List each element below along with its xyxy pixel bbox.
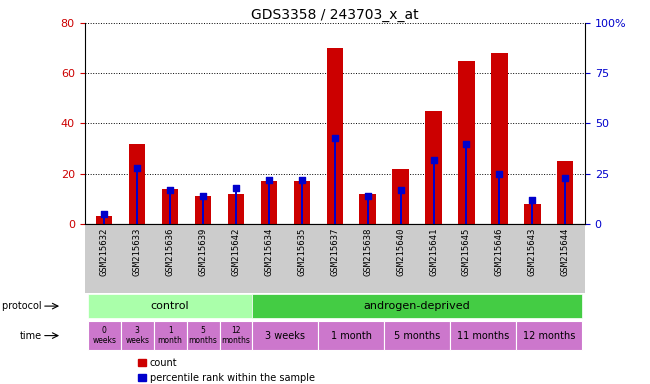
Bar — [202, 196, 204, 224]
Text: GSM215642: GSM215642 — [231, 227, 240, 276]
Bar — [96, 216, 112, 224]
Bar — [252, 294, 582, 318]
Bar — [491, 53, 508, 224]
Point — [132, 165, 142, 171]
Text: GSM215636: GSM215636 — [166, 227, 175, 276]
Text: 5
months: 5 months — [188, 326, 218, 345]
Text: GSM215644: GSM215644 — [561, 227, 570, 276]
Bar — [235, 188, 237, 224]
Text: GSM215633: GSM215633 — [133, 227, 142, 276]
Bar — [88, 294, 252, 318]
Bar — [384, 321, 450, 350]
Point — [462, 141, 472, 147]
Bar — [564, 178, 566, 224]
Text: 0
weeks: 0 weeks — [92, 326, 116, 345]
Point — [99, 211, 109, 217]
Bar — [524, 204, 541, 224]
Bar — [425, 111, 442, 224]
Point — [198, 193, 208, 199]
Bar — [499, 174, 500, 224]
Bar — [465, 144, 467, 224]
Bar — [88, 321, 121, 350]
Text: GSM215637: GSM215637 — [330, 227, 339, 276]
Point — [296, 177, 307, 183]
Text: GSM215646: GSM215646 — [495, 227, 504, 276]
Text: control: control — [151, 301, 189, 311]
Bar — [400, 190, 402, 224]
Bar — [261, 181, 277, 224]
Text: 3 weeks: 3 weeks — [265, 331, 306, 341]
Point — [494, 170, 504, 177]
Text: GSM215641: GSM215641 — [429, 227, 438, 276]
Point — [527, 197, 538, 203]
Bar — [458, 61, 474, 224]
Text: time: time — [20, 331, 42, 341]
Bar — [318, 321, 384, 350]
Bar — [103, 214, 105, 224]
Bar — [393, 169, 409, 224]
Bar — [301, 180, 303, 224]
Bar — [169, 190, 171, 224]
Bar — [195, 196, 211, 224]
Text: GSM215639: GSM215639 — [198, 227, 207, 276]
Bar — [326, 48, 343, 224]
Text: GSM215635: GSM215635 — [297, 227, 306, 276]
Text: growth protocol: growth protocol — [0, 301, 42, 311]
Point — [363, 193, 373, 199]
Point — [330, 134, 340, 141]
Bar — [227, 194, 244, 224]
Legend: count, percentile rank within the sample: count, percentile rank within the sample — [135, 354, 319, 384]
Point — [395, 187, 406, 193]
Text: 1 month: 1 month — [331, 331, 372, 341]
Bar — [162, 189, 178, 224]
Text: 1
month: 1 month — [158, 326, 183, 345]
Text: 12 months: 12 months — [523, 331, 575, 341]
Text: androgen-deprived: androgen-deprived — [364, 301, 471, 311]
Bar — [252, 321, 318, 350]
Bar — [220, 321, 252, 350]
Point — [264, 177, 274, 183]
Bar — [367, 196, 369, 224]
Text: GSM215640: GSM215640 — [396, 227, 405, 276]
Text: GSM215638: GSM215638 — [363, 227, 372, 276]
Point — [231, 185, 241, 191]
Text: GSM215643: GSM215643 — [528, 227, 537, 276]
Bar — [136, 168, 138, 224]
Bar — [432, 160, 434, 224]
Text: GSM215634: GSM215634 — [265, 227, 274, 276]
Bar — [268, 180, 270, 224]
Bar — [333, 137, 336, 224]
Bar — [450, 321, 516, 350]
Point — [165, 187, 176, 193]
Title: GDS3358 / 243703_x_at: GDS3358 / 243703_x_at — [251, 8, 419, 22]
Text: 12
months: 12 months — [222, 326, 250, 345]
Bar — [121, 321, 153, 350]
Text: 11 months: 11 months — [457, 331, 509, 341]
Bar — [557, 161, 573, 224]
Point — [428, 157, 439, 163]
Text: GSM215632: GSM215632 — [99, 227, 109, 276]
Point — [560, 175, 571, 181]
Bar — [516, 321, 582, 350]
Bar — [153, 321, 187, 350]
Bar — [294, 181, 310, 224]
Bar — [531, 200, 533, 224]
Bar — [359, 194, 376, 224]
Bar — [129, 144, 146, 224]
Text: 5 months: 5 months — [394, 331, 440, 341]
Bar — [187, 321, 220, 350]
Text: 3
weeks: 3 weeks — [125, 326, 150, 345]
Text: GSM215645: GSM215645 — [462, 227, 471, 276]
